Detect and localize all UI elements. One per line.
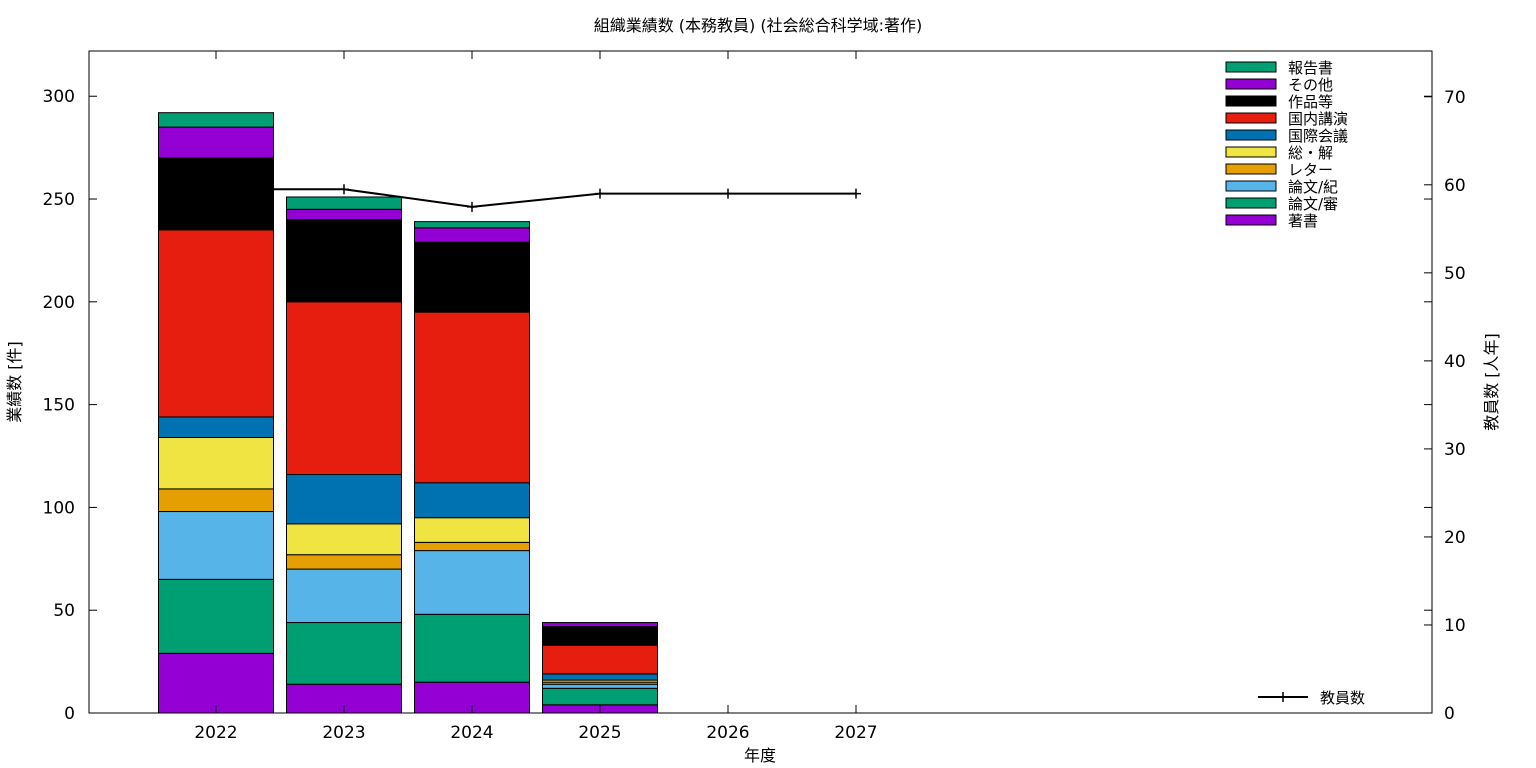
x-tick-label: 2025 [578,723,621,743]
legend-swatch [1225,197,1277,209]
line-point [211,184,221,195]
line-point [595,188,605,199]
y2-tick-label: 50 [1444,264,1466,284]
line-point [339,184,349,195]
bar-segment [414,221,530,229]
bar-segment [286,568,402,624]
bar-segment [158,229,274,418]
y-axis-title: 業績数 [件] [5,341,24,423]
bar-segment [286,523,402,556]
legend-label: 総・解 [1288,144,1333,162]
bar-segment [286,196,402,210]
legend-label: 国内講演 [1288,110,1348,128]
bar-segment [286,554,402,570]
x-tick-label: 2022 [194,723,237,743]
bar-segment [542,673,658,681]
bar-segment [286,622,402,685]
bar-segment [414,613,530,683]
legend-swatch [1225,146,1277,158]
bar-segment [542,644,658,675]
y-tick-label: 150 [43,396,75,416]
bar-segment [158,112,274,128]
y2-tick-label: 10 [1444,616,1466,636]
bar-segment [414,227,530,243]
bar-segment [158,437,274,490]
bar-segment [158,416,274,439]
bar-segment [286,208,402,221]
legend-swatch [1225,180,1277,192]
chart-title: 組織業績数 (本務教員) (社会総合科学域:著作) [594,16,923,35]
legend-swatch [1225,163,1277,175]
bar-segment [542,687,658,706]
line-point [467,201,477,212]
y2-axis-title: 教員数 [人年] [1482,333,1501,431]
bar-segment [414,241,530,313]
legend-swatch [1225,129,1277,141]
line-series-teachers [216,188,856,208]
x-tick-label: 2026 [706,723,749,743]
bar-segment [414,311,530,484]
bar-segment [286,301,402,476]
x-tick-label: 2023 [322,723,365,743]
y-tick-label: 50 [53,601,75,621]
legend-label: 著書 [1288,212,1318,230]
legend-label: 論文/紀 [1288,178,1338,196]
legend-label: レター [1288,161,1333,179]
legend-label: 報告書 [1288,59,1333,77]
bar-segment [542,683,658,689]
y-tick-label: 200 [43,293,75,313]
bar-segment [286,219,402,303]
y2-tick-label: 0 [1444,704,1455,724]
plot-frame [88,50,1433,714]
bar-segment [542,622,658,628]
y2-tick-label: 60 [1444,176,1466,196]
x-tick-label: 2027 [834,723,877,743]
bar-segment [158,126,274,159]
y-tick-label: 100 [43,498,75,518]
legend-label-teachers: 教員数 [1320,689,1365,707]
bar-segment [158,488,274,513]
legend-swatch [1225,78,1277,90]
bar-segment [158,511,274,580]
legend-label: 国際会議 [1288,127,1348,145]
legend-swatch [1225,95,1277,107]
bar-segment [542,626,658,646]
line-point [851,188,861,199]
y2-tick-label: 30 [1444,440,1466,460]
y2-tick-label: 70 [1444,88,1466,108]
line-point [723,188,733,199]
y2-tick-label: 20 [1444,528,1466,548]
y-tick-label: 300 [43,87,75,107]
x-tick-label: 2024 [450,723,493,743]
legend-swatch [1225,214,1277,226]
y-tick-label: 0 [64,704,75,724]
bar-segment [414,550,530,615]
x-axis-title: 年度 [744,746,776,765]
bar-segment [158,578,274,654]
legend-swatch [1225,61,1277,73]
legend-label: 論文/審 [1288,195,1338,213]
legend-label: その他 [1288,76,1333,94]
y-tick-label: 250 [43,190,75,210]
bar-segment [286,474,402,525]
y2-tick-label: 40 [1444,352,1466,372]
legend-swatch [1225,112,1277,124]
bar-segment [414,541,530,552]
bar-segment [414,482,530,519]
plot-area [158,112,861,714]
bar-segment [414,517,530,543]
bar-segment [158,652,274,714]
legend-label: 作品等 [1288,93,1333,111]
